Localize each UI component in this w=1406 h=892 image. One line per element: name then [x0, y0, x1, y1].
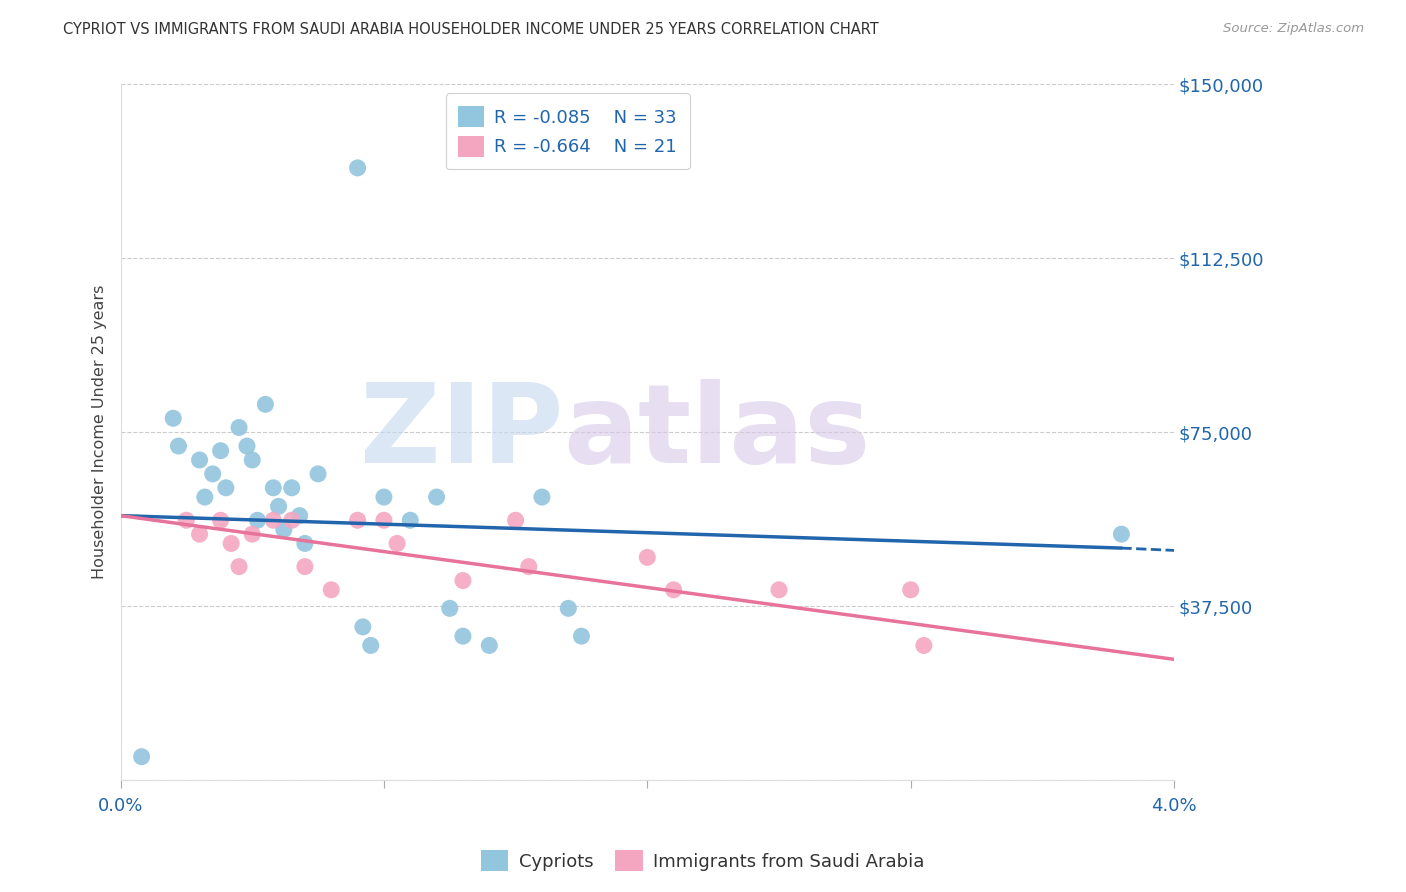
Text: Source: ZipAtlas.com: Source: ZipAtlas.com [1223, 22, 1364, 36]
Point [557, 601, 579, 615]
Point [346, 513, 368, 527]
Legend: Cypriots, Immigrants from Saudi Arabia: Cypriots, Immigrants from Saudi Arabia [474, 843, 932, 879]
Text: ZIP: ZIP [360, 379, 562, 485]
Point [451, 574, 474, 588]
Point [240, 527, 263, 541]
Point [307, 467, 329, 481]
Point [912, 639, 935, 653]
Point [267, 500, 290, 514]
Point [517, 559, 540, 574]
Point [768, 582, 790, 597]
Point [900, 582, 922, 597]
Point [478, 639, 501, 653]
Point [636, 550, 658, 565]
Point [530, 490, 553, 504]
Point [439, 601, 461, 615]
Point [262, 481, 284, 495]
Point [131, 749, 153, 764]
Point [399, 513, 422, 527]
Point [176, 513, 198, 527]
Point [1111, 527, 1133, 541]
Point [571, 629, 593, 643]
Point [240, 453, 263, 467]
Point [201, 467, 224, 481]
Point [385, 536, 408, 550]
Point [505, 513, 527, 527]
Point [373, 490, 395, 504]
Point [373, 513, 395, 527]
Y-axis label: Householder Income Under 25 years: Householder Income Under 25 years [93, 285, 107, 580]
Point [215, 481, 238, 495]
Point [352, 620, 374, 634]
Point [228, 559, 250, 574]
Point [254, 397, 277, 411]
Point [262, 513, 284, 527]
Point [451, 629, 474, 643]
Point [273, 523, 295, 537]
Point [280, 481, 302, 495]
Point [188, 527, 211, 541]
Legend: R = -0.085    N = 33, R = -0.664    N = 21: R = -0.085 N = 33, R = -0.664 N = 21 [446, 94, 689, 169]
Point [280, 513, 302, 527]
Point [167, 439, 190, 453]
Point [294, 559, 316, 574]
Text: atlas: atlas [562, 379, 870, 485]
Point [321, 582, 343, 597]
Point [219, 536, 242, 550]
Point [228, 420, 250, 434]
Point [188, 453, 211, 467]
Point [426, 490, 449, 504]
Point [209, 513, 232, 527]
Point [288, 508, 311, 523]
Point [294, 536, 316, 550]
Point [209, 443, 232, 458]
Point [162, 411, 184, 425]
Point [194, 490, 217, 504]
Point [360, 639, 382, 653]
Point [662, 582, 685, 597]
Point [246, 513, 269, 527]
Point [346, 161, 368, 175]
Point [236, 439, 259, 453]
Text: CYPRIOT VS IMMIGRANTS FROM SAUDI ARABIA HOUSEHOLDER INCOME UNDER 25 YEARS CORREL: CYPRIOT VS IMMIGRANTS FROM SAUDI ARABIA … [63, 22, 879, 37]
